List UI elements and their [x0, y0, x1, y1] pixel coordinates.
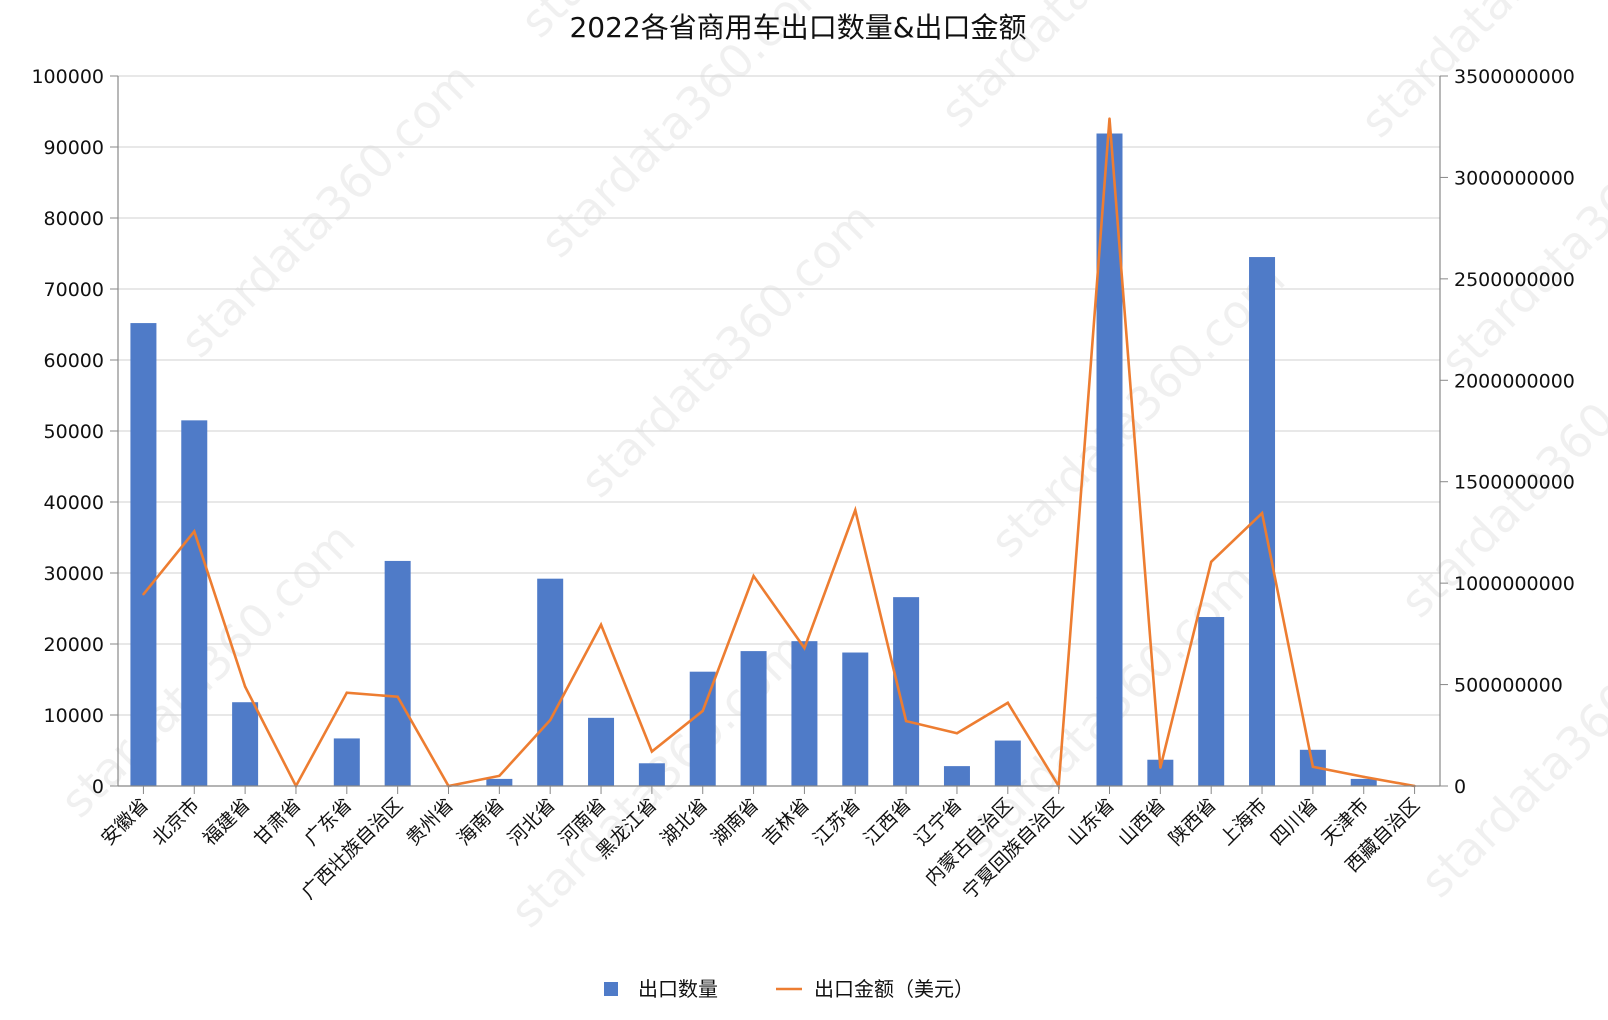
- line-point: [650, 750, 654, 753]
- x-tick-label: 河北省: [504, 794, 560, 850]
- bar: [740, 651, 767, 786]
- bar: [232, 702, 259, 786]
- y-left-tick-label: 10000: [44, 705, 104, 727]
- bar: [791, 641, 818, 786]
- line-point: [345, 691, 349, 694]
- line-series: [142, 118, 1415, 791]
- x-tick-label: 福建省: [199, 794, 255, 850]
- legend: 出口数量 出口金额（美元）: [604, 977, 974, 1001]
- x-tick-label: 山西省: [1114, 794, 1170, 850]
- y-left-tick-label: 100000: [31, 66, 104, 88]
- watermark-text: stardata360.com: [70, 0, 386, 8]
- y-left-tick-label: 0: [92, 776, 104, 798]
- y-right-tick-label: 0: [1454, 776, 1466, 798]
- y-right-tick-label: 2000000000: [1454, 370, 1575, 392]
- line-point: [548, 718, 552, 722]
- bar: [994, 740, 1021, 786]
- line-point: [1311, 765, 1315, 768]
- bar: [537, 578, 564, 786]
- line-point: [599, 623, 603, 626]
- y-left-tick-label: 50000: [44, 421, 104, 443]
- bar: [588, 717, 615, 786]
- line-point: [1260, 511, 1264, 515]
- bar: [486, 778, 513, 786]
- x-tick-label: 江苏省: [809, 794, 865, 850]
- legend-swatch-bar: [604, 982, 618, 996]
- line-point: [904, 719, 908, 723]
- legend-label: 出口数量: [638, 977, 718, 1001]
- line-point: [243, 685, 247, 688]
- line-point: [498, 774, 501, 778]
- watermark-text: stardata360.com: [1430, 72, 1608, 388]
- line-point: [193, 530, 196, 533]
- line-point: [803, 646, 806, 650]
- watermark-layer: stardata360.com stardata360.com stardata36…: [50, 0, 1608, 938]
- y-right-tick-label: 2500000000: [1454, 269, 1575, 291]
- y-left-tick-label: 90000: [44, 137, 104, 159]
- line-point: [854, 508, 857, 512]
- grid-layer: [118, 75, 1440, 716]
- chart-title: 2022各省商用车出口数量&出口金额: [569, 11, 1026, 44]
- bar: [893, 597, 920, 786]
- bar: [333, 738, 360, 786]
- bar: [943, 766, 970, 786]
- y-right-tick-label: 500000000: [1454, 675, 1563, 697]
- legend-label: 出口金额（美元）: [814, 977, 974, 1001]
- watermark-text: stardata360.com: [980, 252, 1296, 568]
- line-point: [955, 732, 959, 735]
- x-tick-label: 上海市: [1216, 794, 1272, 850]
- x-tick-label: 山东省: [1063, 794, 1119, 850]
- line-point: [701, 709, 704, 713]
- bar: [842, 652, 869, 786]
- x-tick-label: 海南省: [453, 794, 509, 850]
- y-left-tick-label: 80000: [44, 208, 104, 230]
- x-tick-label: 吉林省: [758, 794, 814, 850]
- y-right-tick-label: 1500000000: [1454, 472, 1575, 494]
- x-tick-label: 四川省: [1267, 794, 1323, 850]
- x-tick-label: 湖南省: [707, 794, 763, 850]
- y-right-tick-label: 1000000000: [1454, 573, 1575, 595]
- y-right-tick-label: 3000000000: [1454, 167, 1575, 189]
- line-point: [1006, 701, 1010, 705]
- bar: [1198, 617, 1225, 786]
- bar: [638, 763, 665, 786]
- line-point: [1108, 117, 1111, 120]
- bar: [384, 560, 411, 786]
- watermark-text: stardata360.com: [1410, 592, 1608, 908]
- watermark-text: stardata360.com: [170, 52, 486, 368]
- y-left-tick-label: 20000: [44, 634, 104, 656]
- line-point: [752, 574, 755, 578]
- bar: [130, 323, 157, 786]
- line-point: [396, 695, 399, 698]
- line-point: [1209, 560, 1213, 564]
- y-left-tick-label: 60000: [44, 350, 104, 372]
- x-tick-label: 贵州省: [402, 794, 458, 850]
- line-point: [142, 593, 145, 596]
- y-left-tick-label: 70000: [44, 279, 104, 301]
- y-left-tick-label: 30000: [44, 563, 104, 585]
- y-right-tick-label: 3500000000: [1454, 66, 1575, 88]
- y-left-tick-label: 40000: [44, 492, 104, 514]
- bar: [181, 420, 208, 786]
- line-point: [1362, 775, 1365, 779]
- x-tick-label: 陕西省: [1165, 794, 1221, 850]
- line-point: [1159, 766, 1162, 769]
- watermark-text: stardata360.com: [570, 192, 886, 508]
- x-tick-label: 江西省: [860, 794, 916, 850]
- bar: [1350, 778, 1377, 786]
- x-tick-label: 甘肃省: [250, 794, 306, 850]
- x-tick-label: 北京市: [148, 794, 204, 850]
